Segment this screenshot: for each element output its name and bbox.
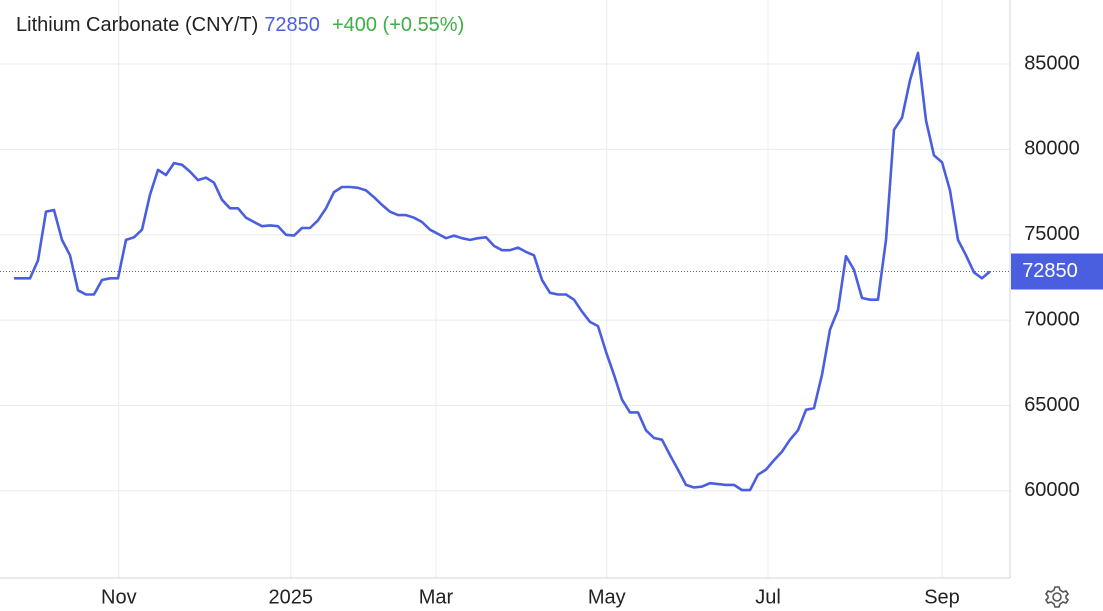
- header: Lithium Carbonate (CNY/T) 72850 +400 (+0.5…: [16, 14, 464, 36]
- change: +400 (+0.55%): [332, 14, 464, 36]
- y-tick-label: 70000: [1024, 308, 1080, 330]
- settings-icon[interactable]: [1044, 586, 1070, 608]
- last-price-label: 72850: [1022, 260, 1078, 282]
- x-tick-label: Sep: [924, 586, 960, 608]
- y-tick-label: 80000: [1024, 138, 1080, 160]
- y-tick-label: 75000: [1024, 223, 1080, 245]
- x-tick-label: Jul: [755, 586, 781, 608]
- x-tick-label: Mar: [419, 586, 454, 608]
- chart-title: Lithium Carbonate (CNY/T): [16, 14, 258, 36]
- last-value: 72850: [264, 14, 320, 36]
- price-line: [14, 51, 991, 492]
- y-tick-label: 65000: [1024, 394, 1080, 416]
- y-tick-label: 85000: [1024, 52, 1080, 74]
- y-tick-label: 60000: [1024, 479, 1080, 501]
- x-tick-label: May: [588, 586, 626, 608]
- x-tick-label: Nov: [101, 586, 137, 608]
- plot-area: [0, 0, 1010, 578]
- last-price-box: [1011, 253, 1103, 290]
- x-tick-label: 2025: [269, 586, 314, 608]
